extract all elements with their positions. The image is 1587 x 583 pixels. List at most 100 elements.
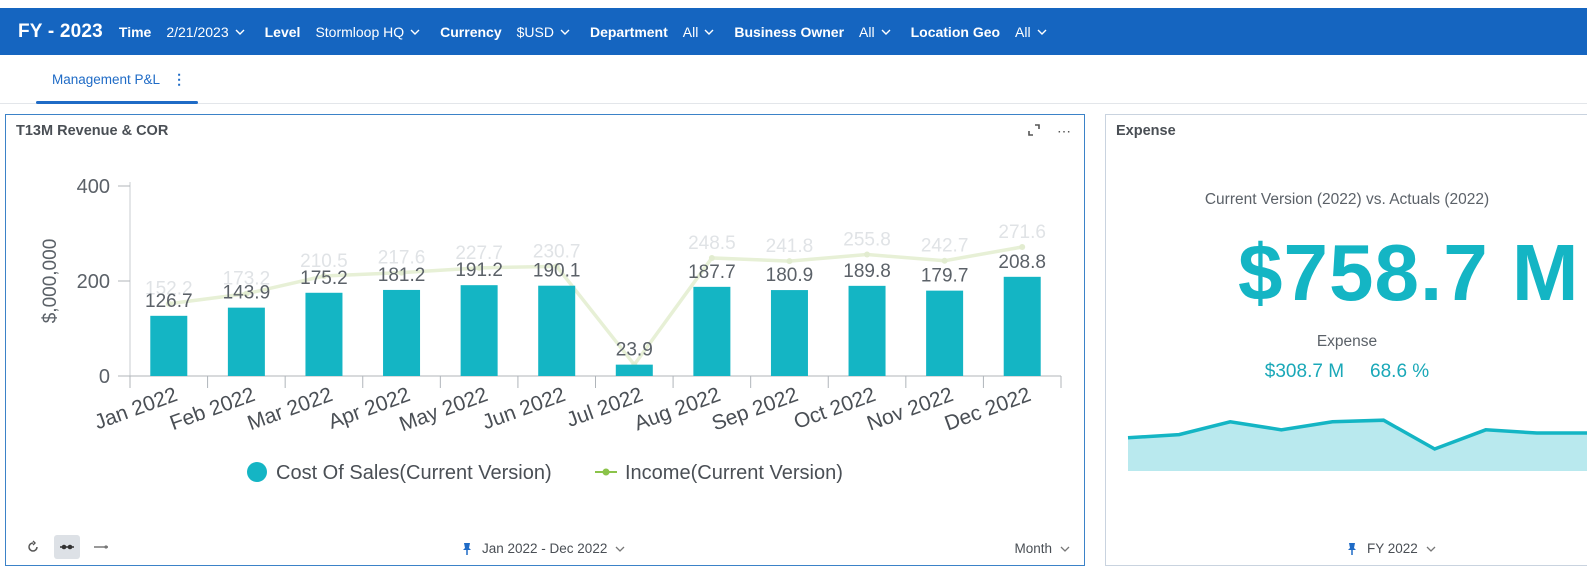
cos-bar xyxy=(1003,276,1041,376)
chevron-down-icon[interactable] xyxy=(704,27,714,37)
cos-data-label: 208.8 xyxy=(998,252,1046,273)
cos-data-label: 181.2 xyxy=(378,265,426,286)
income-data-label: 23.9 xyxy=(616,340,653,361)
income-point xyxy=(708,254,715,261)
chevron-down-icon[interactable] xyxy=(235,27,245,37)
income-data-label: 210.5 xyxy=(300,251,348,272)
legend-cos-marker xyxy=(247,462,267,482)
comparison-subtitle: Current Version (2022) vs. Actuals (2022… xyxy=(1204,191,1490,208)
filter-value[interactable]: $USD xyxy=(516,23,554,40)
revenue-cor-card: T13M Revenue & COR ⋯ 0 200 400 $,000,000 152… xyxy=(5,114,1085,566)
x-tick-label: Jun 2022 xyxy=(479,383,568,434)
income-data-label: 227.7 xyxy=(455,243,503,264)
cos-bar xyxy=(383,289,421,376)
income-point xyxy=(941,257,948,264)
expense-percent: 68.6 % xyxy=(1370,361,1430,382)
cos-data-label: 180.9 xyxy=(766,265,814,286)
granularity-selector[interactable]: Month xyxy=(1014,541,1070,556)
cos-data-label: 143.9 xyxy=(223,283,271,304)
expand-icon[interactable] xyxy=(1027,123,1041,140)
filter-value[interactable]: All xyxy=(859,23,875,40)
x-tick-label: Jul 2022 xyxy=(564,383,646,432)
filter-department[interactable]: Department All xyxy=(590,24,724,40)
x-tick-label: Sep 2022 xyxy=(709,383,801,435)
refresh-icon[interactable] xyxy=(20,535,46,559)
chevron-down-icon xyxy=(615,546,625,552)
cos-bar xyxy=(848,285,886,376)
sparkline-area xyxy=(1128,420,1587,471)
cos-bar xyxy=(150,315,188,376)
chevron-down-icon[interactable] xyxy=(410,27,420,37)
tab-management-pl[interactable]: Management P&L ⋮ xyxy=(36,55,198,104)
chevron-down-icon[interactable] xyxy=(1037,27,1047,37)
filter-value[interactable]: All xyxy=(1015,23,1031,40)
expense-sparkline xyxy=(1127,418,1587,471)
income-point xyxy=(243,290,250,297)
tab-label: Management P&L xyxy=(52,71,161,87)
cos-data-label: 190.1 xyxy=(533,261,581,282)
granularity-label: Month xyxy=(1014,541,1052,556)
filter-label: Department xyxy=(589,23,668,40)
income-data-label: 152.2 xyxy=(145,279,193,300)
chevron-down-icon[interactable] xyxy=(881,27,891,37)
cos-bar xyxy=(227,307,265,376)
date-range-selector[interactable]: Jan 2022 - Dec 2022 xyxy=(461,541,625,556)
x-tick-label: Jan 2022 xyxy=(91,383,180,434)
chevron-down-icon[interactable] xyxy=(560,27,570,37)
revenue-chart: 0 200 400 $,000,000 152.2 173.2 210.5 217.6 227.… xyxy=(40,176,1062,484)
x-tick-label: Dec 2022 xyxy=(942,383,1034,435)
income-point xyxy=(320,273,327,280)
top-filter-bar: FY - 2023 Time 2/21/2023 Level Stormloop HQ… xyxy=(0,8,1587,55)
income-line xyxy=(168,245,1023,368)
income-data-label: 271.6 xyxy=(998,222,1046,243)
cos-bar xyxy=(615,364,653,376)
income-data-label: 242.7 xyxy=(921,236,969,257)
period-label: FY 2022 xyxy=(1367,541,1418,556)
filter-label: Currency xyxy=(440,23,502,40)
income-point xyxy=(1019,243,1026,250)
tab-menu-icon[interactable]: ⋮ xyxy=(172,70,187,87)
card-title: Expense xyxy=(1116,123,1176,139)
card-title: T13M Revenue & COR xyxy=(16,123,169,139)
tab-active-indicator xyxy=(36,101,198,104)
income-point xyxy=(553,263,560,270)
income-point xyxy=(864,251,871,258)
period-selector[interactable]: FY 2022 xyxy=(1346,541,1436,556)
fiscal-year-title[interactable]: FY - 2023 xyxy=(18,20,103,42)
filter-business-owner[interactable]: Business Owner All xyxy=(734,24,900,40)
pin-icon xyxy=(1348,542,1356,555)
cos-data-label: 179.7 xyxy=(921,266,969,287)
expense-values: $308.7 M 68.6 % xyxy=(1106,361,1587,383)
expense-amount: $308.7 M xyxy=(1264,361,1345,382)
income-point xyxy=(398,269,405,276)
filter-value[interactable]: All xyxy=(682,23,699,40)
x-tick-label: Mar 2022 xyxy=(244,383,335,435)
filter-label: Location Geo xyxy=(910,23,1001,40)
filter-currency[interactable]: Currency $USD xyxy=(440,24,580,40)
filter-value[interactable]: 2/21/2023 xyxy=(166,23,229,40)
line-marker-icon[interactable] xyxy=(54,535,80,559)
income-data-label: 173.2 xyxy=(223,269,271,290)
filter-level[interactable]: Level Stormloop HQ xyxy=(265,24,431,40)
x-tick-label: Feb 2022 xyxy=(167,383,258,435)
filter-location-geo[interactable]: Location Geo All xyxy=(911,24,1057,40)
x-tick-label: Oct 2022 xyxy=(791,383,879,434)
chart-footer-tools xyxy=(20,535,114,559)
filter-label: Time xyxy=(118,23,152,40)
income-point xyxy=(476,264,483,271)
x-tick-label: Aug 2022 xyxy=(631,383,723,435)
expense-label: Expense xyxy=(1316,333,1378,350)
more-options-icon[interactable]: ⋯ xyxy=(1057,123,1072,139)
filter-group: Time 2/21/2023 Level Stormloop HQ Currency $U… xyxy=(119,24,1067,40)
sparkline-line xyxy=(1127,418,1587,451)
cos-data-label: 189.8 xyxy=(843,261,891,282)
line-only-icon[interactable] xyxy=(88,535,114,559)
cos-bar xyxy=(460,285,498,376)
expense-card: Expense Current Version (2022) vs. Actua… xyxy=(1105,114,1587,566)
x-tick-label: May 2022 xyxy=(396,383,491,436)
income-data-label: 241.8 xyxy=(766,236,814,257)
filter-value[interactable]: Stormloop HQ xyxy=(315,23,405,40)
chevron-down-icon xyxy=(1426,546,1436,552)
filter-time[interactable]: Time 2/21/2023 xyxy=(119,24,255,40)
y-tick-label: 0 xyxy=(99,366,110,388)
